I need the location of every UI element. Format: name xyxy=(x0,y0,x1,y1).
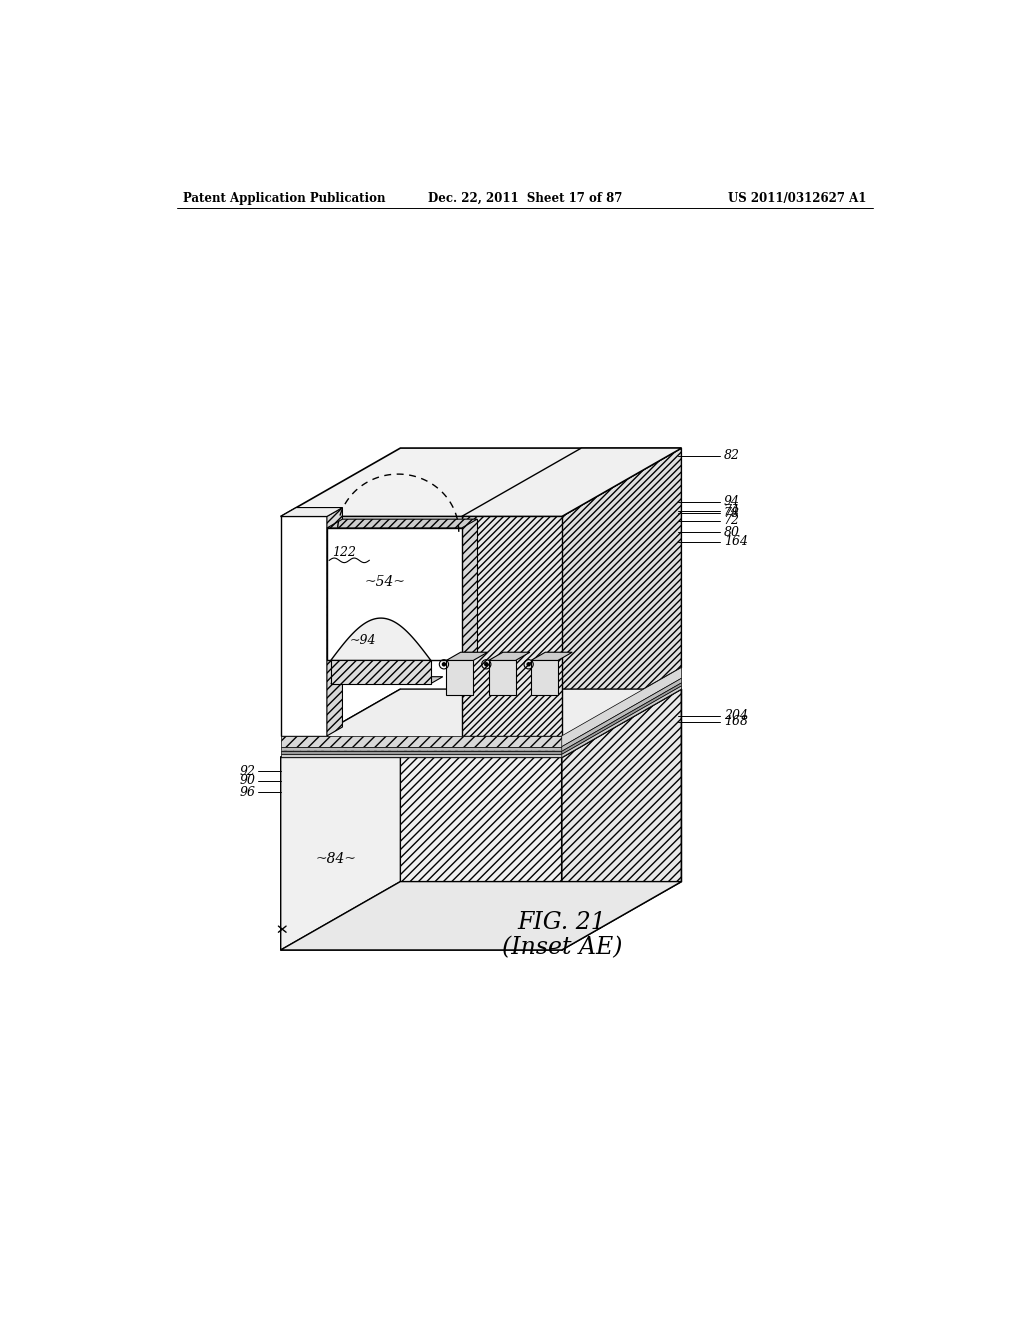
Text: 92: 92 xyxy=(240,764,255,777)
Text: 204: 204 xyxy=(724,709,748,722)
Polygon shape xyxy=(331,677,442,684)
Text: 80: 80 xyxy=(724,525,739,539)
Polygon shape xyxy=(531,660,558,696)
Polygon shape xyxy=(327,519,477,528)
Polygon shape xyxy=(531,652,572,660)
Circle shape xyxy=(484,663,487,665)
Polygon shape xyxy=(327,528,462,660)
Polygon shape xyxy=(562,668,681,747)
Text: FIG. 21: FIG. 21 xyxy=(517,911,606,933)
Polygon shape xyxy=(562,682,681,755)
Polygon shape xyxy=(281,516,327,737)
Polygon shape xyxy=(281,737,562,747)
Polygon shape xyxy=(488,652,529,660)
Polygon shape xyxy=(281,755,562,758)
Text: 78: 78 xyxy=(724,507,739,520)
Polygon shape xyxy=(327,508,342,737)
Polygon shape xyxy=(281,689,681,758)
Text: 96: 96 xyxy=(240,785,255,799)
Polygon shape xyxy=(446,660,473,696)
Polygon shape xyxy=(446,652,487,660)
Text: (Inset AE): (Inset AE) xyxy=(502,936,622,960)
Polygon shape xyxy=(331,618,431,660)
Text: 168: 168 xyxy=(724,715,748,729)
Polygon shape xyxy=(281,751,562,755)
Text: Dec. 22, 2011  Sheet 17 of 87: Dec. 22, 2011 Sheet 17 of 87 xyxy=(428,191,622,205)
Polygon shape xyxy=(281,447,681,516)
Text: 122: 122 xyxy=(333,545,356,558)
Polygon shape xyxy=(462,447,681,516)
Polygon shape xyxy=(562,689,681,950)
Polygon shape xyxy=(488,660,515,696)
Circle shape xyxy=(527,663,530,665)
Text: ~54~: ~54~ xyxy=(365,574,406,589)
Text: US 2011/0312627 A1: US 2011/0312627 A1 xyxy=(728,191,866,205)
Polygon shape xyxy=(562,686,681,758)
Polygon shape xyxy=(281,747,562,751)
Polygon shape xyxy=(281,508,342,516)
Polygon shape xyxy=(281,882,681,950)
Polygon shape xyxy=(562,678,681,751)
Polygon shape xyxy=(281,758,562,950)
Text: 74: 74 xyxy=(724,504,739,517)
Text: 94: 94 xyxy=(724,495,739,508)
Polygon shape xyxy=(281,689,400,950)
Text: 72: 72 xyxy=(724,515,739,527)
Text: 164: 164 xyxy=(724,535,748,548)
Polygon shape xyxy=(331,660,431,684)
Polygon shape xyxy=(562,447,681,737)
Polygon shape xyxy=(462,516,562,737)
Text: ~94: ~94 xyxy=(350,634,377,647)
Text: 82: 82 xyxy=(724,449,739,462)
Polygon shape xyxy=(342,519,477,652)
Text: 90: 90 xyxy=(240,774,255,787)
Text: ~84~: ~84~ xyxy=(315,853,356,866)
Text: Patent Application Publication: Patent Application Publication xyxy=(183,191,385,205)
Circle shape xyxy=(442,663,445,665)
